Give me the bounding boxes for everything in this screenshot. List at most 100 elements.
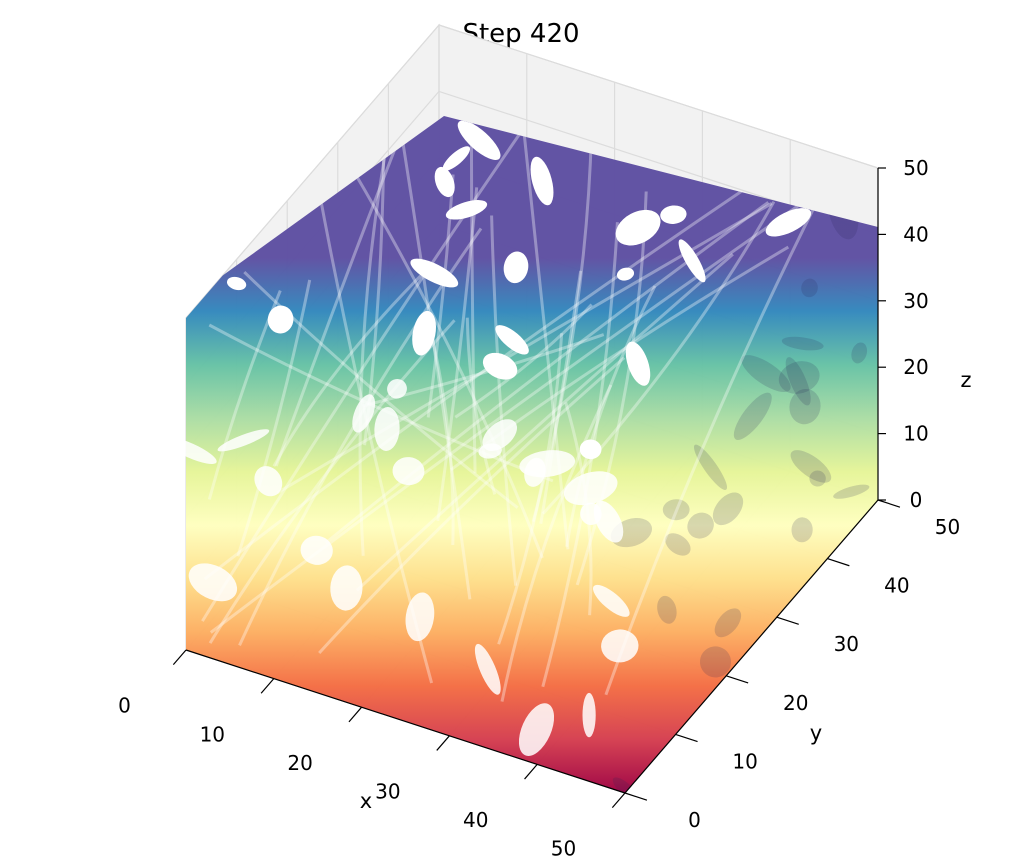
surface-hole: [519, 450, 576, 478]
x-tick: [172, 649, 187, 666]
x-tick: [348, 706, 363, 723]
surface-ridge: [497, 333, 564, 645]
surface-hole: [615, 209, 661, 246]
x-tick: [260, 678, 275, 694]
surface-hole: [662, 499, 690, 521]
surface-ridge: [575, 191, 648, 586]
surface-hole: [410, 258, 459, 288]
z-tick-label: 30: [903, 289, 928, 313]
surface-hole: [592, 584, 630, 617]
y-tick-label: 10: [732, 749, 757, 773]
surface-hole: [405, 592, 435, 642]
surface-hole: [267, 305, 294, 334]
surface-ridge: [518, 116, 570, 550]
surface-ridge: [208, 319, 456, 644]
surface-hole: [503, 251, 529, 284]
y-tick-label: 40: [884, 574, 909, 598]
surface-ridge: [324, 201, 770, 545]
surface-hole: [778, 361, 820, 394]
surface-hole: [530, 156, 554, 206]
surface-hole: [678, 239, 706, 283]
y-tick: [675, 733, 698, 743]
surface-ridge: [209, 172, 845, 634]
surface-ridge: [564, 401, 593, 616]
surface-hole: [851, 342, 868, 364]
x-tick-label: 0: [118, 694, 131, 718]
surface-ridge: [397, 116, 472, 600]
surface-hole: [482, 419, 518, 452]
surface-hole: [188, 563, 238, 602]
x-axis-line: [185, 649, 626, 794]
surface-hole: [442, 146, 471, 171]
x-tick: [524, 764, 538, 780]
surface-ridge: [316, 184, 434, 684]
surface-hole: [660, 205, 687, 224]
y-tick-label: 20: [783, 691, 808, 715]
surface-hole: [789, 388, 821, 425]
z-tick-label: 0: [910, 488, 923, 512]
surface-ridge: [362, 333, 605, 408]
surface-ridge: [201, 116, 567, 622]
surface-hole: [809, 470, 826, 487]
surface-hole: [563, 471, 618, 506]
surface-hole: [785, 357, 811, 406]
x-tick-label: 50: [551, 837, 576, 861]
surface-ridge: [490, 215, 518, 586]
y-axis-line: [624, 499, 879, 794]
surface-hole: [733, 392, 772, 440]
grid-line-left-z: [185, 24, 440, 319]
x-tick-label: 20: [287, 751, 312, 775]
surface-hole: [254, 466, 283, 497]
y-tick: [726, 675, 749, 684]
y-tick-label: 0: [688, 808, 701, 832]
surface-hole: [781, 336, 824, 351]
surface-hole: [374, 407, 400, 451]
surface-hole: [791, 517, 813, 543]
z-tick-label: 50: [903, 156, 928, 180]
surface-ridge: [274, 116, 444, 467]
surface-hole: [434, 166, 455, 198]
surface-hole: [616, 267, 635, 281]
surface-hole: [457, 120, 501, 161]
z-tick-label: 10: [903, 422, 928, 446]
surface-hole: [801, 278, 818, 298]
y-tick: [624, 792, 648, 801]
surface-ridge: [207, 290, 282, 500]
surface-ridge: [531, 124, 594, 522]
surface-ridge: [454, 303, 593, 419]
surface-ridge: [469, 116, 477, 474]
surface-hole: [625, 341, 651, 386]
surface-hole: [352, 394, 376, 433]
x-tick: [611, 792, 626, 809]
surface-hole: [712, 492, 744, 526]
y-axis-label: y: [810, 721, 822, 745]
surface-ridge: [604, 197, 821, 696]
surface-hole: [665, 533, 691, 556]
surface-hole: [387, 379, 407, 399]
grid-line-back-z: [438, 24, 879, 169]
surface-ridge: [238, 227, 483, 647]
surface-hole: [693, 444, 728, 490]
surface-ridge: [203, 187, 746, 581]
surface-hole: [833, 484, 870, 499]
x-tick-label: 30: [375, 780, 400, 804]
surface-hole: [582, 692, 596, 738]
surface-hole: [765, 208, 812, 237]
surface-ridge: [427, 321, 455, 546]
surface-ridge: [355, 253, 734, 592]
surface-ridge: [276, 202, 773, 495]
x-tick-label: 40: [463, 808, 488, 832]
z-tick-label: 20: [903, 355, 928, 379]
surface-ridge: [500, 384, 613, 702]
surface-hole: [714, 608, 742, 638]
surface-hole: [300, 535, 333, 565]
surface-ridge: [436, 187, 479, 522]
surface-ridge: [358, 144, 389, 556]
surface-hole: [412, 310, 437, 356]
surface-ridge: [341, 151, 544, 559]
surface-ridge: [465, 317, 497, 495]
surface-ridge: [272, 266, 430, 467]
surface-hole: [226, 276, 247, 291]
surface-hole: [579, 439, 602, 460]
